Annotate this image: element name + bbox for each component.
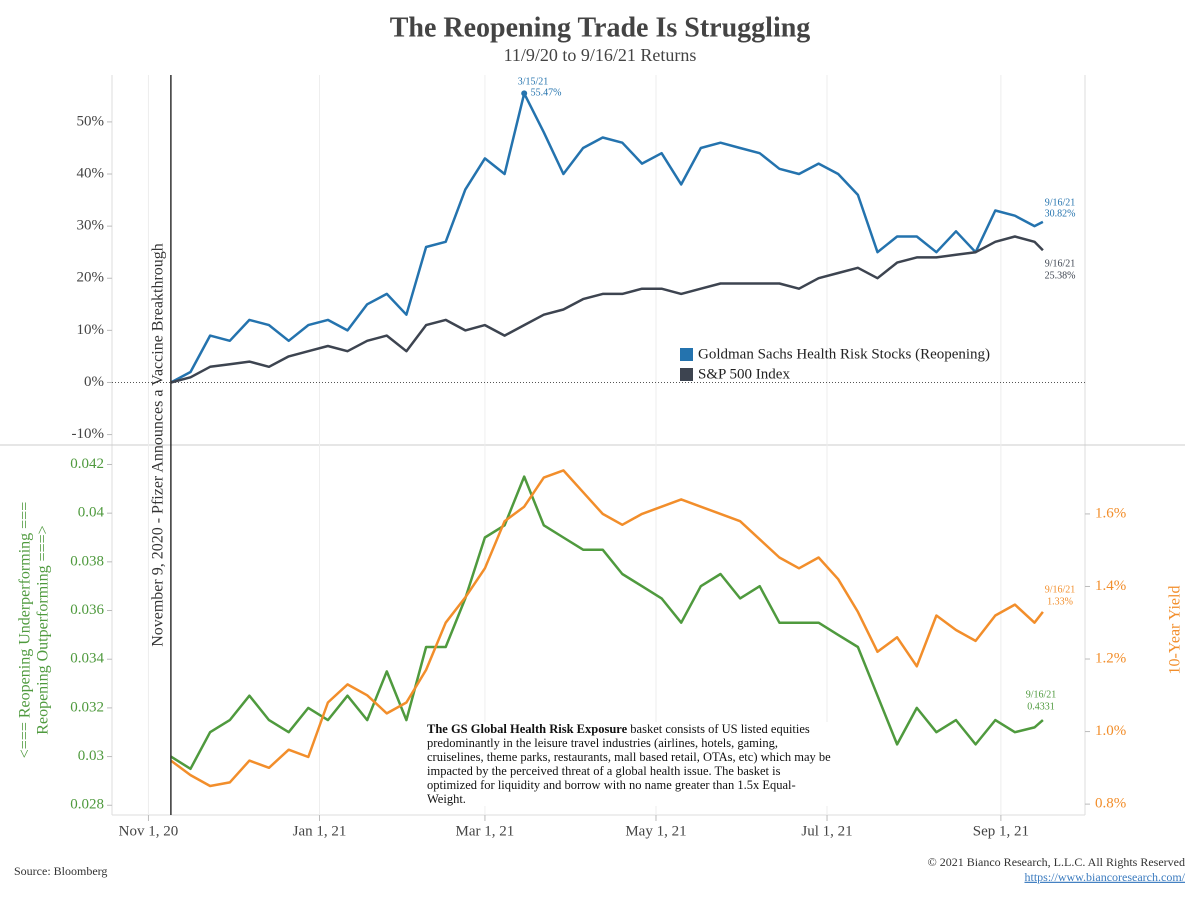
x-tick-label: Jul 1, 21	[801, 823, 852, 839]
y-tick-label: 20%	[77, 270, 105, 286]
copyright: © 2021 Bianco Research, L.L.C. All Right…	[928, 855, 1185, 869]
y-tick-label: 0.042	[70, 456, 104, 472]
y-tick-label: 30%	[77, 218, 105, 234]
source: Source: Bloomberg	[14, 864, 107, 878]
y-tick-label: 0.038	[70, 553, 104, 569]
y2-tick-label: 0.8%	[1095, 796, 1126, 812]
line-series	[170, 469, 1044, 788]
y-tick-label: 0.04	[78, 505, 105, 521]
line-series	[170, 235, 1044, 384]
y-tick-label: 50%	[77, 113, 105, 129]
y2-tick-label: 1.0%	[1095, 723, 1126, 739]
annotation: 9/16/21	[1026, 689, 1057, 700]
line-series	[170, 475, 1044, 771]
annotation: 3/15/21	[518, 76, 549, 87]
url[interactable]: https://www.biancoresearch.com/	[1024, 870, 1185, 884]
legend-swatch	[680, 368, 693, 381]
y-tick-label: 40%	[77, 165, 105, 181]
line-series	[170, 92, 1044, 384]
y-tick-label: 0.028	[70, 797, 104, 813]
annotation: 25.38%	[1045, 270, 1076, 281]
x-tick-label: Nov 1, 20	[119, 823, 179, 839]
note-bold: The GS Global Health Risk Exposure	[427, 722, 628, 736]
y-tick-label: 0.036	[70, 602, 104, 618]
x-tick-label: Mar 1, 21	[456, 823, 515, 839]
annotation: 1.33%	[1047, 596, 1073, 607]
note-text: basket consists of US listed equities pr…	[427, 722, 831, 806]
legend-label: Goldman Sachs Health Risk Stocks (Reopen…	[698, 346, 990, 362]
y2-tick-label: 1.6%	[1095, 505, 1126, 521]
y-tick-label: 0.034	[70, 651, 104, 667]
y2-tick-label: 1.4%	[1095, 578, 1126, 594]
y-tick-label: 10%	[77, 322, 105, 338]
y-axis-label: Reopening Outperforming ===>	[35, 525, 52, 734]
chart-title: The Reopening Trade Is Struggling	[390, 12, 811, 43]
annotation: 55.47%	[531, 87, 562, 98]
x-tick-label: Sep 1, 21	[973, 823, 1029, 839]
annotation: 30.82%	[1045, 208, 1076, 219]
x-tick-label: May 1, 21	[625, 823, 686, 839]
y2-tick-label: 1.2%	[1095, 650, 1126, 666]
y-tick-label: 0.03	[78, 748, 104, 764]
annotation: 9/16/21	[1045, 584, 1076, 595]
event-label: November 9, 2020 - Pfizer Announces a Va…	[150, 243, 167, 647]
chart-subtitle: 11/9/20 to 9/16/21 Returns	[504, 45, 697, 65]
y-tick-label: -10%	[72, 426, 105, 442]
annotation: 0.4331	[1027, 701, 1055, 712]
legend-label: S&P 500 Index	[698, 366, 790, 382]
y-tick-label: 0.032	[70, 699, 104, 715]
peak-marker	[521, 90, 528, 97]
y2-axis-label: 10-Year Yield	[1167, 586, 1184, 675]
annotation: 9/16/21	[1045, 197, 1076, 208]
y-tick-label: 0%	[84, 374, 104, 390]
legend-swatch	[680, 348, 693, 361]
y-axis-label: <=== Reopening Underperforming ===	[17, 502, 34, 758]
note: The GS Global Health Risk Exposure baske…	[427, 722, 832, 806]
annotation: 9/16/21	[1045, 258, 1076, 269]
x-tick-label: Jan 1, 21	[293, 823, 347, 839]
